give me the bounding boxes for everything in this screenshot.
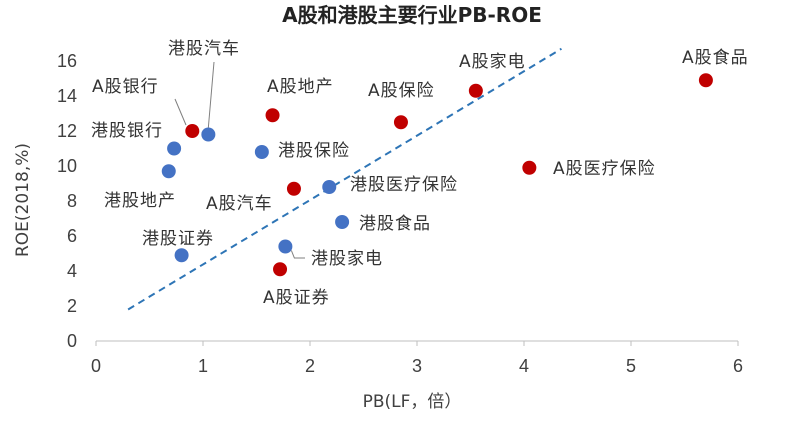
point-label: 港股保险 (278, 141, 350, 161)
y-tick-label: 14 (57, 86, 77, 106)
y-axis-title: ROE(2018,%) (13, 143, 33, 257)
data-point (185, 124, 200, 138)
data-point (201, 127, 216, 142)
x-tick-label: 6 (733, 356, 743, 376)
y-tick-label: 4 (67, 261, 77, 281)
y-tick-label: 6 (67, 226, 77, 246)
point-label: 港股汽车 (168, 39, 240, 59)
point-label: A股保险 (368, 81, 435, 101)
data-point (265, 108, 280, 123)
x-tick-label: 2 (305, 356, 315, 376)
x-tick-label: 3 (412, 356, 422, 376)
point-label: A股家电 (459, 52, 526, 72)
x-tick-label: 1 (198, 356, 208, 376)
data-point (335, 215, 350, 229)
data-point (161, 164, 176, 179)
trend-line (127, 47, 562, 311)
y-tick-label: 12 (57, 121, 77, 141)
data-points (161, 73, 713, 277)
y-tick-label: 10 (57, 156, 77, 176)
point-label: A股食品 (682, 48, 749, 68)
y-tick-label: 0 (67, 331, 77, 351)
data-point (278, 239, 293, 254)
y-tick-label: 2 (67, 296, 77, 316)
point-label: 港股家电 (311, 249, 383, 269)
data-point (468, 83, 483, 98)
trendline-group (127, 47, 562, 311)
point-label: A股地产 (267, 77, 334, 97)
point-label: A股医疗保险 (553, 159, 656, 179)
data-point (273, 262, 288, 277)
leader-line-hk-appliance (290, 250, 305, 259)
y-tick-label: 16 (57, 51, 77, 71)
data-point (174, 248, 189, 263)
point-label: 港股食品 (359, 214, 431, 234)
leader-line-a-bank (174, 98, 187, 126)
point-label: 港股医疗保险 (350, 175, 458, 195)
x-tick-label: 0 (91, 356, 101, 376)
chart-title: A股和港股主要行业PB-ROE (282, 3, 542, 27)
data-point (167, 141, 182, 156)
point-label: A股证券 (263, 288, 330, 308)
data-point (522, 160, 537, 175)
data-point (698, 73, 713, 88)
data-point (393, 115, 408, 130)
point-label: 港股银行 (91, 121, 163, 141)
data-point (254, 145, 269, 159)
point-label: 港股地产 (104, 191, 176, 211)
data-point (322, 180, 337, 194)
data-point (286, 181, 301, 196)
point-label: A股银行 (92, 77, 159, 97)
x-tick-label: 4 (519, 356, 529, 376)
x-tick-label: 5 (626, 356, 636, 376)
y-tick-label: 8 (67, 191, 77, 211)
leader-line-hk-auto (207, 61, 215, 128)
point-label: A股汽车 (206, 194, 273, 214)
x-axis-title: PB(LF，倍） (363, 392, 462, 412)
point-label: 港股证券 (142, 229, 214, 249)
leader-lines (174, 61, 305, 259)
point-labels: A股银行 A股地产 A股保险 A股家电 A股食品 A股医疗保险 A股汽车 A股证券 港股汽车港股… (91, 39, 749, 308)
